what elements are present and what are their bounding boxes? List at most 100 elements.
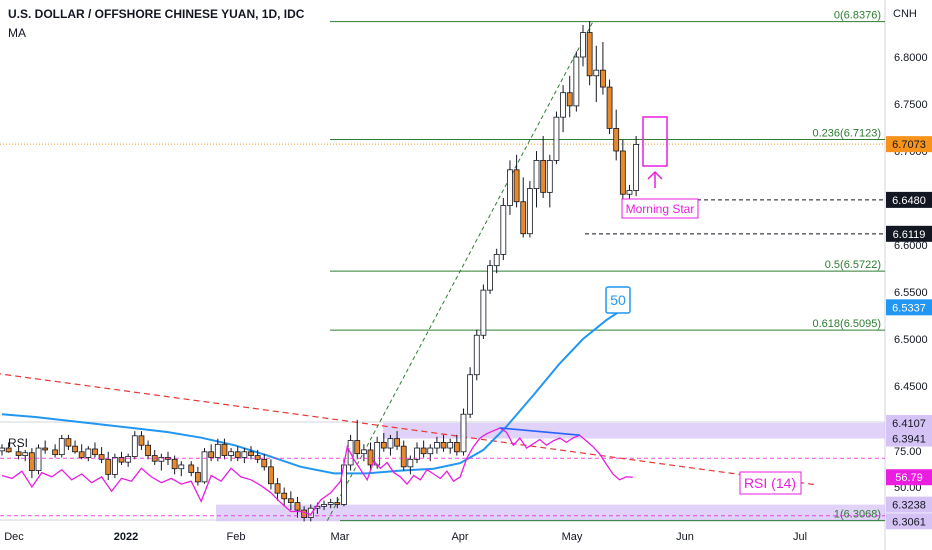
candle-body xyxy=(526,188,533,235)
candle-body xyxy=(586,32,593,77)
candle-body xyxy=(194,472,201,483)
candle-body xyxy=(221,443,228,456)
candle-body xyxy=(214,443,221,458)
candle-body xyxy=(633,144,640,191)
x-tick-label: Apr xyxy=(451,531,468,543)
candle-body xyxy=(427,447,434,455)
candle-body xyxy=(487,265,493,291)
rsi-badge xyxy=(739,471,802,495)
candle-body xyxy=(125,456,132,463)
candle-body xyxy=(268,466,274,485)
candle-body xyxy=(131,435,138,457)
price-tag xyxy=(886,513,932,530)
candle-body xyxy=(294,502,301,511)
currency-label: CNH xyxy=(893,8,917,20)
price-tag-label: 6.6119 xyxy=(893,229,926,241)
candle-body xyxy=(301,509,308,518)
candle-body xyxy=(593,69,600,77)
candle-body xyxy=(28,452,35,471)
candle-body xyxy=(307,507,314,519)
rsi-value-label: 56.79 xyxy=(895,472,923,484)
rsi-panel-title: RSI xyxy=(8,436,29,450)
price-tag-label: 6.3941 xyxy=(892,434,926,446)
price-tag-label: 6.4107 xyxy=(892,418,926,430)
candle-body xyxy=(394,438,400,447)
price-tag-label: 6.3238 xyxy=(892,500,926,512)
candle-body xyxy=(520,201,527,235)
candle-body xyxy=(241,451,248,458)
x-tick-label: Dec xyxy=(4,531,24,543)
ma-badge xyxy=(605,286,631,314)
candle-body xyxy=(580,32,586,58)
candle-body xyxy=(480,289,487,336)
rsi-badge-label: RSI (14) xyxy=(744,475,796,491)
fib-level-label: 0.5(6.5722) xyxy=(825,259,881,271)
candle-body xyxy=(553,116,560,161)
price-tag-label: 6.7073 xyxy=(892,139,926,151)
rsi-value-tag xyxy=(886,469,932,486)
candle-body xyxy=(42,447,49,451)
morning-star-arrowhead xyxy=(647,170,663,180)
candle-body xyxy=(92,448,98,456)
candle-body xyxy=(158,457,165,462)
candle-body xyxy=(566,92,573,107)
ma50-line xyxy=(1,306,627,475)
candle-body xyxy=(420,447,427,455)
candle-body xyxy=(111,457,118,475)
candle-body xyxy=(201,451,208,483)
candle-body xyxy=(380,441,387,449)
candle-body xyxy=(234,451,241,458)
candle-body xyxy=(188,464,195,473)
candle-body xyxy=(72,445,78,453)
y-tick-label: 6.5500 xyxy=(894,287,928,299)
candle-body xyxy=(493,253,500,267)
candle-body xyxy=(208,451,215,458)
candle-body xyxy=(407,458,414,468)
candle-body xyxy=(500,205,507,255)
candle-body xyxy=(434,441,440,449)
candle-body xyxy=(546,159,553,193)
candle-body xyxy=(171,458,178,470)
candle-body xyxy=(228,451,234,456)
indicator-label: MA xyxy=(8,26,26,40)
candle-body xyxy=(400,445,407,468)
candle-body xyxy=(35,447,42,472)
x-tick-label: Feb xyxy=(227,531,246,543)
chart-title: U.S. DOLLAR / OFFSHORE CHINESE YUAN, 1D,… xyxy=(8,7,305,21)
morning-star-label-box xyxy=(621,198,699,219)
rsi-line xyxy=(1,427,633,516)
candle-body xyxy=(507,169,513,206)
y-tick-label: 6.8000 xyxy=(894,52,928,64)
sr-zone xyxy=(383,422,885,439)
candle-body xyxy=(58,438,65,456)
candle-body xyxy=(619,150,626,195)
price-tag-label: 6.5337 xyxy=(892,302,926,314)
x-tick-label: 2022 xyxy=(114,531,138,543)
fib-trend-line xyxy=(326,21,594,521)
candle-body xyxy=(321,504,327,507)
candle-body xyxy=(473,334,480,376)
candle-body xyxy=(447,441,454,449)
candle-body xyxy=(5,447,12,453)
candle-body xyxy=(98,454,105,460)
price-tag-label: 6.6480 xyxy=(892,195,926,207)
y-tick-label: 6.6000 xyxy=(894,240,928,252)
morning-star-box xyxy=(642,116,668,167)
fib-level-label: 0(6.8376) xyxy=(834,10,881,22)
candle-body xyxy=(145,444,151,456)
candle-body xyxy=(52,449,59,456)
candle-body xyxy=(327,502,334,505)
candle-body xyxy=(138,435,145,446)
candle-body xyxy=(78,451,85,458)
candle-body xyxy=(22,452,29,456)
candle-body xyxy=(460,413,467,453)
candle-body xyxy=(533,159,540,189)
candle-body xyxy=(467,374,474,415)
ma-badge-label: 50 xyxy=(610,292,626,308)
price-tag xyxy=(886,191,932,208)
y-tick-label: 6.7500 xyxy=(894,99,928,111)
candle-body xyxy=(613,128,620,152)
candle-body xyxy=(387,438,394,449)
candle-body xyxy=(248,451,254,456)
candle-body xyxy=(453,441,460,453)
